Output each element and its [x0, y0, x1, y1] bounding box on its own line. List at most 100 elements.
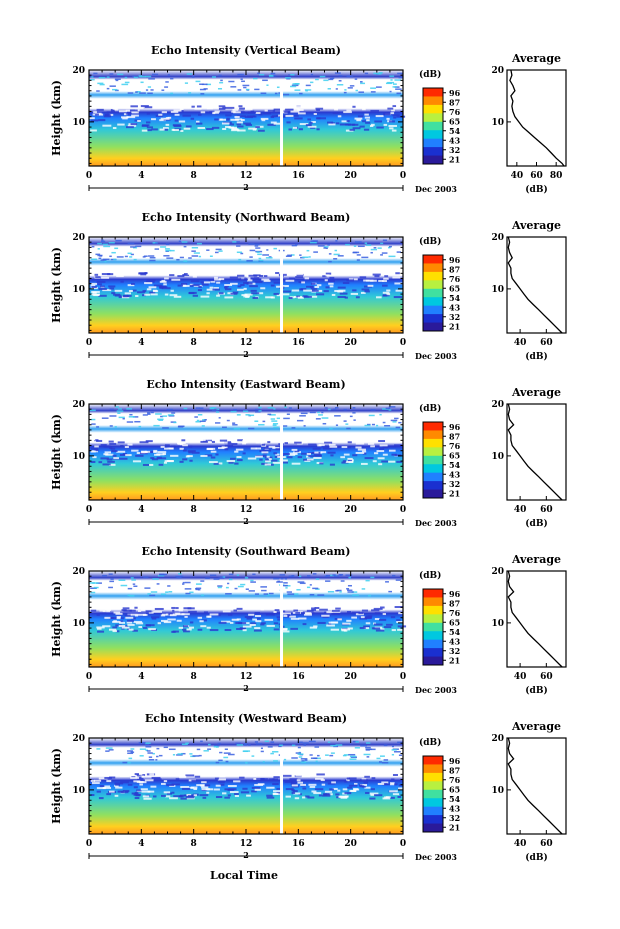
- colorbar-tick-label: 87: [449, 598, 460, 608]
- y-tick-label: 20: [72, 567, 85, 577]
- average-profile-line: [507, 570, 563, 668]
- x-tick-label: 8: [191, 839, 197, 849]
- x-tick-label: 0: [400, 672, 406, 682]
- y-axis-label: Height (km): [50, 581, 63, 657]
- average-profile: Average 20 10 40 60 (dB): [491, 720, 567, 863]
- date-label: Dec 2003: [415, 518, 457, 528]
- colorbar-tick-label: 96: [449, 255, 461, 265]
- heatmap-texture: [89, 573, 407, 633]
- colorbar-tick-label: 43: [449, 469, 461, 479]
- x-tick-label: 16: [292, 505, 305, 515]
- data-gap: [280, 82, 284, 166]
- y-axis-label: Height (km): [50, 414, 63, 490]
- colorbar-tick-label: 21: [449, 321, 460, 331]
- colorbar-tick-label: 32: [449, 312, 460, 322]
- colorbar-tick-label: 76: [449, 441, 461, 451]
- average-x-label: (dB): [525, 518, 547, 529]
- x-tick-label: 20: [344, 171, 357, 181]
- date-label: Dec 2003: [415, 685, 457, 695]
- heatmap-texture: [90, 239, 403, 299]
- colorbar-tick-label: 87: [449, 97, 460, 107]
- average-x-label: (dB): [525, 685, 547, 696]
- y-axis-label: Height (km): [50, 247, 63, 323]
- panel-1: Echo Intensity (Vertical Beam)2010Height…: [50, 44, 567, 195]
- data-gap: [280, 750, 284, 834]
- x-ticks: 0 4 8 12 16 20 0: [86, 571, 406, 682]
- y-tick-label: 20: [72, 233, 85, 243]
- day-label: 2: [243, 182, 249, 192]
- colorbar-tick-label: 76: [449, 775, 461, 785]
- average-y-tick-label: 10: [491, 786, 504, 796]
- x-tick-label: 20: [344, 672, 357, 682]
- colorbar-tick-label: 54: [449, 794, 461, 804]
- panel-title: Echo Intensity (Vertical Beam): [151, 44, 341, 57]
- average-x-tick-label: 60: [530, 171, 543, 181]
- colorbar-tick-label: 32: [449, 813, 460, 823]
- x-tick-label: 16: [292, 839, 305, 849]
- average-x-label: (dB): [525, 184, 547, 195]
- x-axis-label: Local Time: [210, 869, 278, 882]
- average-x-tick-label: 80: [550, 171, 563, 181]
- average-y-tick-label: 20: [491, 567, 504, 577]
- date-label: Dec 2003: [415, 351, 457, 361]
- colorbar-unit: (dB): [419, 403, 441, 414]
- date-label: Dec 2003: [415, 852, 457, 862]
- panel-5: Echo Intensity (Westward Beam)2010Height…: [50, 712, 567, 863]
- average-y-tick-label: 20: [491, 66, 504, 76]
- x-tick-label: 20: [344, 505, 357, 515]
- average-x-tick-label: 60: [540, 839, 553, 849]
- average-x-label: (dB): [525, 351, 547, 362]
- x-tick-label: 16: [292, 672, 305, 682]
- heatmap-field: [89, 571, 403, 667]
- x-tick-label: 0: [86, 171, 92, 181]
- heatmap-texture: [89, 72, 406, 132]
- x-tick-label: 20: [344, 839, 357, 849]
- average-frame: [506, 69, 567, 167]
- colorbar-unit: (dB): [419, 69, 441, 80]
- colorbar-tick-label: 87: [449, 765, 460, 775]
- colorbar-tick-label: 54: [449, 460, 461, 470]
- average-y-tick-label: 10: [491, 619, 504, 629]
- day-label: 2: [243, 683, 249, 693]
- average-x-tick-label: 40: [511, 171, 524, 181]
- average-frame: [506, 236, 567, 334]
- y-tick-label: 20: [72, 400, 85, 410]
- x-tick-label: 4: [138, 171, 144, 181]
- panel-2: Echo Intensity (Northward Beam)2010Heigh…: [50, 211, 567, 362]
- average-frame: [506, 570, 567, 668]
- average-x-tick-label: 40: [514, 505, 527, 515]
- colorbar-tick-label: 43: [449, 636, 461, 646]
- colorbar-tick-label: 96: [449, 589, 461, 599]
- colorbar-tick-label: 87: [449, 264, 460, 274]
- y-tick-label: 10: [72, 452, 85, 462]
- panel-title: Echo Intensity (Westward Beam): [145, 712, 347, 725]
- colorbar-tick-label: 87: [449, 431, 460, 441]
- x-tick-label: 8: [191, 505, 197, 515]
- average-y-tick-label: 20: [491, 233, 504, 243]
- colorbar-tick-label: 65: [449, 283, 460, 293]
- average-profile-line: [509, 69, 565, 167]
- day-label: 2: [243, 516, 249, 526]
- panel-title: Echo Intensity (Eastward Beam): [146, 378, 345, 391]
- colorbar-tick-label: 32: [449, 479, 460, 489]
- average-title: Average: [511, 720, 561, 733]
- x-ticks: 0 4 8 12 16 20 0: [86, 237, 406, 348]
- colorbar-tick-label: 32: [449, 145, 460, 155]
- colorbar-tick-label: 54: [449, 627, 461, 637]
- x-tick-label: 8: [191, 672, 197, 682]
- data-gap: [280, 249, 284, 333]
- panel-title: Echo Intensity (Northward Beam): [142, 211, 351, 224]
- x-tick-label: 0: [86, 338, 92, 348]
- colorbar-tick-label: 32: [449, 646, 460, 656]
- average-profile: Average 20 10 40 60 (dB): [491, 553, 567, 696]
- colorbar-unit: (dB): [419, 737, 441, 748]
- panel-4: Echo Intensity (Southward Beam)2010Heigh…: [50, 545, 567, 696]
- x-tick-label: 12: [240, 171, 253, 181]
- average-x-tick-label: 60: [540, 672, 553, 682]
- average-y-tick-label: 20: [491, 400, 504, 410]
